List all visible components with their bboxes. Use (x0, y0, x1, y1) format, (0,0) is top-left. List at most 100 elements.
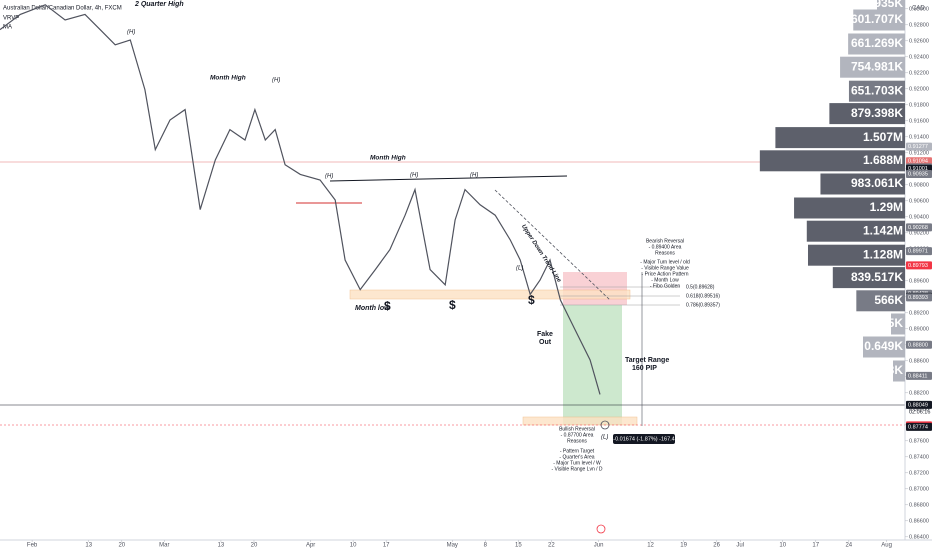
bearish-note: Bearish Reversal (646, 238, 684, 244)
price-badge-label: 0.88049 (908, 402, 928, 408)
volume-bar (853, 9, 905, 31)
y-tick-label: 0.88200 (909, 390, 929, 396)
price-badge (906, 371, 932, 380)
volume-label: 1.29M (870, 200, 903, 214)
bullish-note: - Visible Range Lvn / D (551, 466, 602, 472)
volume-label: 5K (888, 316, 904, 330)
annotation: Target Range (625, 357, 669, 364)
annotation: 2 Quarter High (134, 1, 184, 8)
event-icon[interactable] (596, 524, 606, 534)
volume-label: 601.707K (851, 12, 903, 26)
bearish-note: - Price Action Pattern (642, 271, 689, 277)
target-circle (600, 420, 610, 430)
price-badge (906, 223, 932, 232)
measure-badge (613, 434, 675, 444)
y-tick-label: 0.86400 (909, 534, 929, 540)
volume-label: 879.398K (851, 106, 903, 120)
y-tick-label: 0.87600 (909, 438, 929, 444)
bullish-note: - Pattern Target (560, 448, 595, 454)
price-badge-label: 0.87774 (908, 424, 928, 430)
x-tick-label: 10 (779, 543, 786, 549)
annotation: (H) (410, 173, 418, 179)
volume-bar (829, 103, 905, 125)
indicator-label[interactable]: MA (3, 25, 12, 31)
bearish-note: Reasons (655, 250, 675, 256)
annotation: Out (539, 339, 552, 346)
volume-bar (848, 33, 905, 55)
annotation: (H) (325, 174, 333, 180)
annotation: (H) (272, 78, 280, 84)
price-badge (906, 293, 932, 302)
bearish-note: - Major Turn level / old (640, 259, 690, 265)
y-tick-label: 0.92400 (909, 54, 929, 60)
volume-label: 754.981K (851, 59, 903, 73)
x-tick-label: 15 (515, 543, 522, 549)
annotation: 160 PIP (632, 365, 657, 372)
x-tick-label: 20 (251, 543, 258, 549)
annotation: Month High (370, 155, 406, 162)
x-tick-label: Feb (27, 543, 38, 549)
y-tick-label: 0.89000 (909, 326, 929, 332)
y-tick-label: 0.86800 (909, 502, 929, 508)
bullish-note: Reasons (567, 438, 587, 444)
annotation: (H) (127, 30, 135, 36)
annotation: Fake (537, 331, 553, 338)
annotation: $ (528, 293, 535, 307)
volume-label: 0.649K (864, 339, 903, 353)
y-tick-label: 0.86600 (909, 518, 929, 524)
y-tick-label: 0.90400 (909, 214, 929, 220)
price-line (0, 4, 601, 395)
x-tick-label: 10 (350, 543, 357, 549)
price-badge-label: 0.91001 (908, 166, 928, 172)
trend-line (329, 175, 568, 182)
y-tick-label: 0.87000 (909, 486, 929, 492)
measure-label: -0.01674 (-1.87%) -167.4 (613, 436, 674, 442)
volume-bar (775, 127, 905, 149)
bearish-note: - Month Low (651, 277, 679, 283)
fib-label: 0.5(0.89628) (686, 284, 715, 290)
indicator-label[interactable]: VRVP (3, 16, 19, 22)
countdown: 02:06:16 (909, 409, 930, 415)
y-tick-label: 0.92800 (909, 22, 929, 28)
bearish-note: - 0.89400 Area (649, 244, 682, 250)
x-tick-label: May (447, 543, 458, 549)
x-tick-label: Apr (306, 543, 315, 549)
volume-label: 566K (874, 293, 903, 307)
y-tick-label: 0.88600 (909, 358, 929, 364)
x-tick-label: 12 (647, 543, 654, 549)
y-tick-label: 0.91600 (909, 118, 929, 124)
y-tick-label: 0.92000 (909, 86, 929, 92)
fib-label: 0.786(0.89357) (686, 302, 720, 308)
volume-bar (820, 173, 905, 195)
annotation: $ (384, 299, 391, 313)
support-zone (522, 416, 638, 426)
bearish-note: - Fibo Golden (650, 283, 681, 289)
y-tick-label: 0.89600 (909, 278, 929, 284)
y-tick-label: 0.91400 (909, 134, 929, 140)
volume-label: 3K (888, 363, 904, 377)
price-badge-label: 0.90935 (908, 171, 928, 177)
price-badge (906, 157, 932, 166)
y-tick-label: 0.90600 (909, 198, 929, 204)
volume-label: 935K (874, 0, 903, 10)
volume-label: 1.507M (863, 130, 903, 144)
price-badge-label: 0.88800 (908, 342, 928, 348)
y-tick-label: 0.93000 (909, 6, 929, 12)
volume-bar (840, 56, 905, 78)
x-tick-label: 19 (680, 543, 687, 549)
volume-label: 839.517K (851, 270, 903, 284)
volume-label: 983.061K (851, 176, 903, 190)
x-tick-label: 17 (383, 543, 390, 549)
y-tick-label: 0.90200 (909, 230, 929, 236)
x-tick-label: 8 (484, 543, 488, 549)
volume-bar (807, 244, 905, 266)
x-tick-label: Mar (159, 543, 169, 549)
price-badge (906, 422, 932, 431)
price-badge (906, 170, 932, 178)
x-tick-label: 24 (845, 543, 852, 549)
y-tick-label: 0.92200 (909, 70, 929, 76)
volume-label: 1.128M (863, 247, 903, 261)
volume-label: 1.142M (863, 223, 903, 237)
price-badge (906, 142, 932, 151)
x-tick-label: 26 (713, 543, 720, 549)
